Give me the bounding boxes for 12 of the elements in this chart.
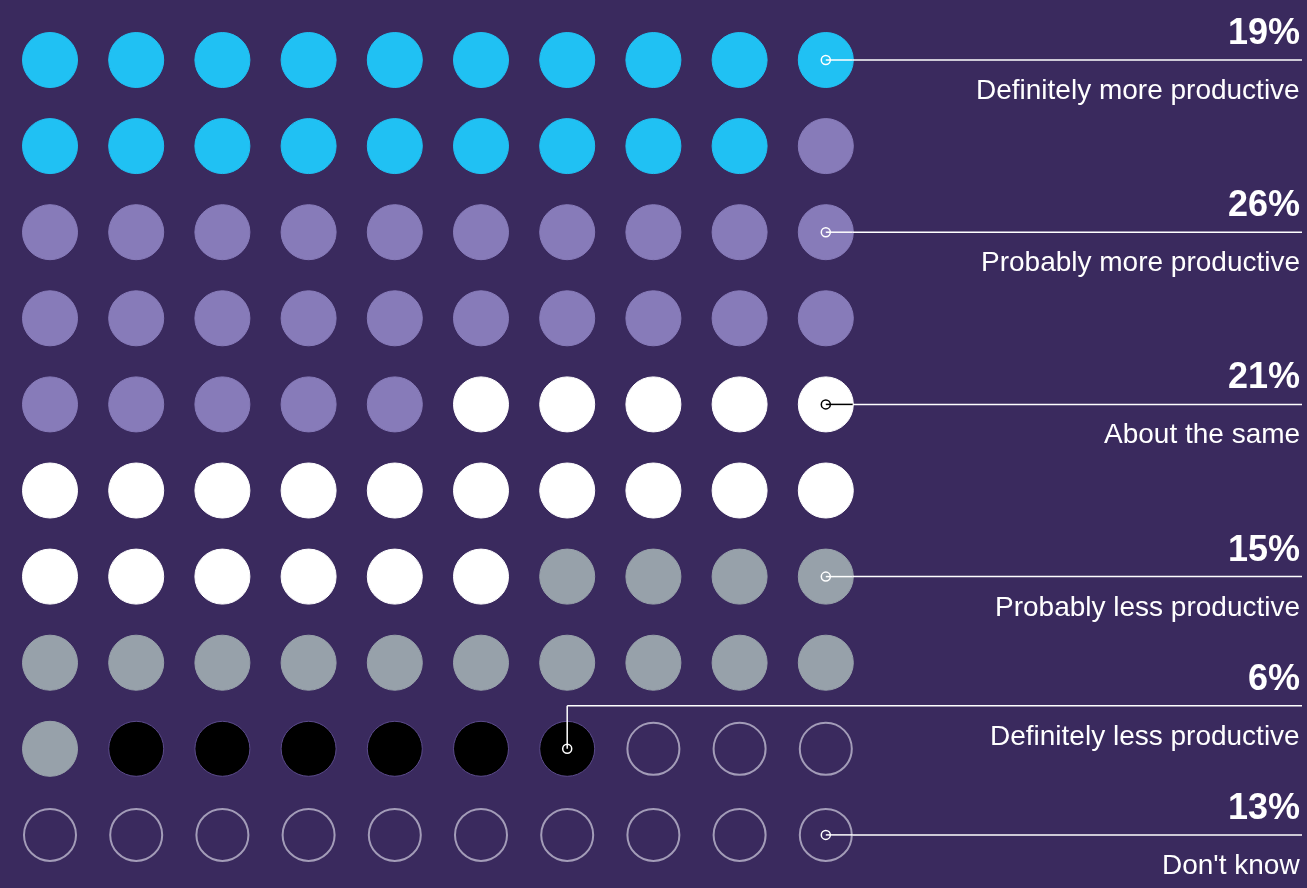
category-label: Don't know <box>1162 849 1301 880</box>
category-label: Probably less productive <box>995 591 1301 622</box>
category-label: Definitely less productive <box>990 720 1300 751</box>
category-label: About the same <box>1104 418 1301 449</box>
data-label: 19% <box>1228 11 1301 52</box>
data-label: 21% <box>1228 355 1301 396</box>
data-label: 13% <box>1228 786 1301 827</box>
data-label: 15% <box>1228 528 1301 569</box>
category-label: Probably more productive <box>981 246 1301 277</box>
data-label: 26% <box>1228 183 1301 224</box>
category-label: Definitely more productive <box>976 74 1300 105</box>
data-label: 6% <box>1248 657 1301 698</box>
